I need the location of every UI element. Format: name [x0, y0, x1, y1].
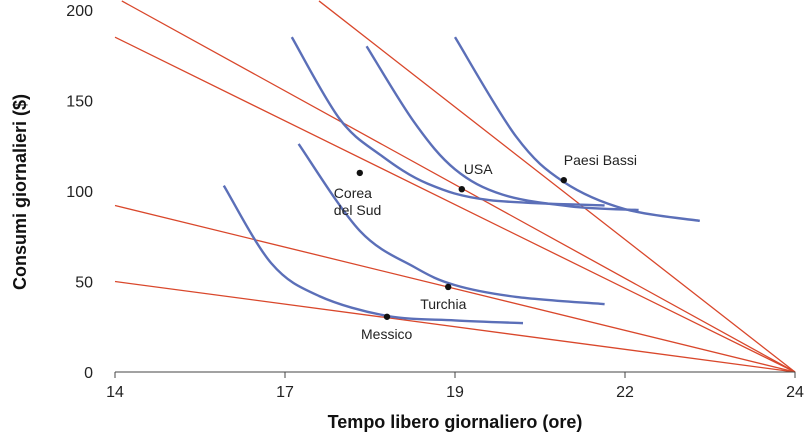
y-axis-ticks: 0 50 100 150 200 — [66, 3, 93, 382]
y-tick-label: 100 — [66, 184, 93, 201]
y-tick-label: 150 — [66, 94, 93, 111]
indifference-curve-4 — [365, 45, 639, 212]
x-tick-label: 22 — [616, 384, 634, 401]
data-point — [383, 313, 391, 320]
y-tick-label: 200 — [66, 3, 93, 20]
budget-line-3 — [114, 36, 796, 373]
data-point — [458, 185, 465, 193]
data-point-label: USA — [464, 161, 493, 177]
x-tick-label: 19 — [446, 384, 464, 401]
budget-lines — [114, 0, 796, 373]
data-point — [560, 176, 567, 184]
data-point-label: Messico — [361, 326, 413, 342]
indifference-curve-5 — [453, 36, 700, 223]
data-points: Messico Turchia Corea del Sud USA Paesi Bassi — [334, 152, 637, 342]
data-point — [445, 283, 452, 291]
y-axis-title: Consumi giornalieri ($) — [10, 94, 30, 290]
x-tick-label: 17 — [276, 384, 294, 401]
y-tick-label: 50 — [75, 275, 93, 292]
x-axis-title: Tempo libero giornaliero (ore) — [328, 412, 583, 432]
indifference-curve-1 — [222, 184, 524, 325]
indifference-curve-3 — [290, 36, 605, 207]
data-point-label: Corea del Sud — [334, 185, 381, 218]
budget-line-1 — [114, 280, 796, 373]
data-point-label: Paesi Bassi — [564, 152, 637, 168]
data-point-label: Turchia — [420, 296, 466, 312]
x-tick-label: 24 — [786, 384, 804, 401]
data-point — [356, 169, 363, 177]
budget-line-4 — [121, 0, 796, 373]
budget-line-5 — [318, 0, 796, 373]
indifference-curve-2 — [297, 143, 605, 306]
x-tick-label: 14 — [106, 384, 124, 401]
y-tick-label: 0 — [84, 365, 93, 382]
x-axis-ticks: 14 17 19 22 24 — [106, 372, 804, 401]
budget-line-2 — [114, 204, 796, 373]
